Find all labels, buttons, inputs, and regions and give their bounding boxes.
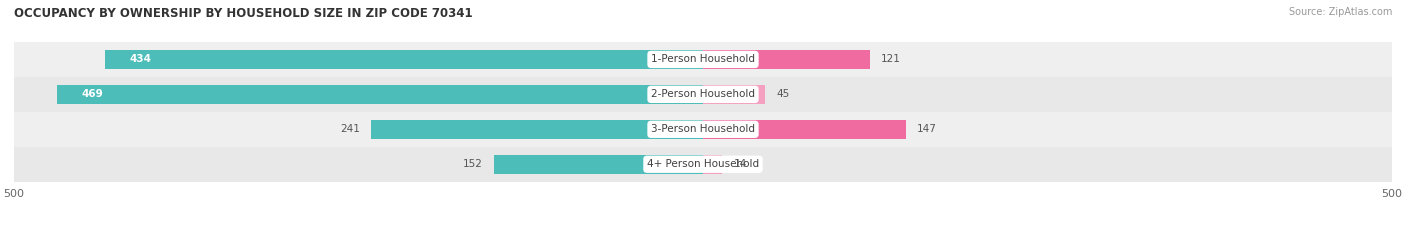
Bar bbox=[14, 77, 1392, 112]
Text: 1-Person Household: 1-Person Household bbox=[651, 55, 755, 64]
Text: 14: 14 bbox=[734, 159, 747, 169]
Text: 241: 241 bbox=[340, 124, 360, 134]
Text: 147: 147 bbox=[917, 124, 936, 134]
Bar bbox=[14, 42, 1392, 77]
Bar bbox=[14, 147, 1392, 182]
Text: 434: 434 bbox=[129, 55, 152, 64]
Bar bbox=[494, 155, 703, 174]
Text: 121: 121 bbox=[880, 55, 901, 64]
Bar bbox=[703, 120, 905, 139]
Bar bbox=[703, 155, 723, 174]
Text: 45: 45 bbox=[776, 89, 789, 99]
Bar bbox=[14, 112, 1392, 147]
Bar bbox=[703, 50, 870, 69]
Text: Source: ZipAtlas.com: Source: ZipAtlas.com bbox=[1288, 7, 1392, 17]
Text: 3-Person Household: 3-Person Household bbox=[651, 124, 755, 134]
Text: 2-Person Household: 2-Person Household bbox=[651, 89, 755, 99]
Text: 152: 152 bbox=[463, 159, 482, 169]
Bar bbox=[703, 85, 765, 104]
Bar bbox=[105, 50, 703, 69]
Text: 4+ Person Household: 4+ Person Household bbox=[647, 159, 759, 169]
Bar bbox=[56, 85, 703, 104]
Bar bbox=[371, 120, 703, 139]
Text: 469: 469 bbox=[82, 89, 103, 99]
Text: OCCUPANCY BY OWNERSHIP BY HOUSEHOLD SIZE IN ZIP CODE 70341: OCCUPANCY BY OWNERSHIP BY HOUSEHOLD SIZE… bbox=[14, 7, 472, 20]
